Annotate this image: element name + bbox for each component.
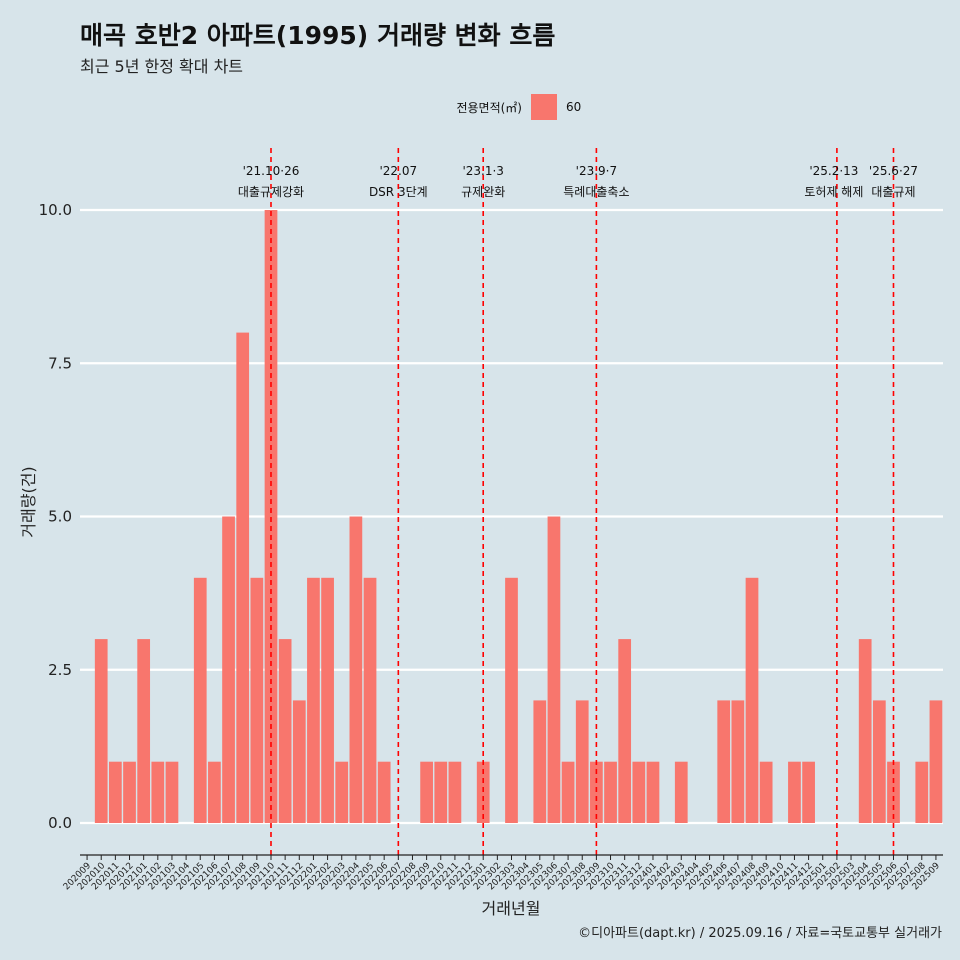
bar-202412 bbox=[802, 761, 815, 823]
bar-202406 bbox=[717, 700, 731, 823]
bar-202411 bbox=[788, 761, 801, 823]
x-axis-title: 거래년월 bbox=[482, 899, 541, 918]
bar-202509 bbox=[929, 700, 943, 823]
bar-202012 bbox=[123, 761, 136, 823]
bar-202202 bbox=[321, 577, 334, 823]
bar-202311 bbox=[618, 639, 632, 823]
y-axis: 0.0 2.5 5.0 7.5 10.0 bbox=[39, 201, 72, 832]
legend: 전용면적(㎡) 60 bbox=[456, 94, 581, 120]
bar-202101 bbox=[137, 639, 151, 823]
bar-202011 bbox=[109, 761, 122, 823]
event-label: 특례대출축소 bbox=[563, 185, 629, 199]
event-date-label: '21.10·26 bbox=[243, 164, 300, 178]
bar-202105 bbox=[193, 577, 207, 823]
bar-202403 bbox=[674, 761, 688, 823]
bar-202210 bbox=[434, 761, 448, 823]
event-date-label: '23.1·3 bbox=[462, 164, 503, 178]
bar-202203 bbox=[335, 761, 349, 823]
legend-swatch bbox=[531, 94, 557, 120]
bar-202312 bbox=[632, 761, 646, 823]
y-tick-label: 0.0 bbox=[48, 814, 72, 832]
y-tick-label: 2.5 bbox=[48, 661, 72, 679]
bar-202409 bbox=[759, 761, 773, 823]
y-tick-label: 5.0 bbox=[48, 508, 72, 526]
y-axis-title: 거래량(건) bbox=[19, 466, 38, 537]
legend-title: 전용면적(㎡) bbox=[456, 101, 522, 115]
bar-202110 bbox=[264, 210, 278, 823]
bar-202305 bbox=[533, 700, 547, 823]
event-label: 토허제 해제 bbox=[804, 185, 863, 199]
event-date-label: '25.6·27 bbox=[869, 164, 918, 178]
bar-202307 bbox=[561, 761, 575, 823]
bar-202504 bbox=[858, 639, 872, 823]
bar-202508 bbox=[915, 761, 929, 823]
bar-202407 bbox=[731, 700, 745, 823]
bar-202201 bbox=[307, 577, 320, 823]
event-date-label: '23.9·7 bbox=[576, 164, 617, 178]
bar-202401 bbox=[646, 761, 660, 823]
event-lines: '21.10·26 대출규제강화 '22.07 DSR 3단계 '23.1·3 규제완화 '… bbox=[238, 148, 918, 855]
event-label: 대출규제강화 bbox=[238, 185, 304, 199]
bar-202303 bbox=[505, 577, 518, 823]
bar-202112 bbox=[292, 700, 306, 823]
event-label: DSR 3단계 bbox=[369, 185, 428, 199]
y-tick-label: 10.0 bbox=[39, 201, 72, 219]
event-date-label: '22.07 bbox=[379, 164, 417, 178]
bars bbox=[94, 210, 943, 823]
bar-202506 bbox=[887, 761, 900, 823]
bar-202010 bbox=[94, 639, 108, 823]
bar-202103 bbox=[165, 761, 179, 823]
bar-202211 bbox=[448, 761, 462, 823]
bar-202408 bbox=[745, 577, 759, 823]
event-label: 규제완화 bbox=[461, 185, 505, 199]
bar-202309 bbox=[590, 761, 603, 823]
event-date-label: '25.2·13 bbox=[809, 164, 858, 178]
legend-entry-60: 60 bbox=[566, 100, 581, 114]
bar-202106 bbox=[208, 761, 221, 823]
bar-202205 bbox=[363, 577, 377, 823]
x-axis: 2020092020102020112020122021012021022021… bbox=[62, 854, 943, 892]
bar-202301 bbox=[476, 761, 490, 823]
bar-202109 bbox=[250, 577, 264, 823]
source-caption: ©디아파트(dapt.kr) / 2025.09.16 / 자료=국토교통부 실… bbox=[578, 926, 942, 941]
bar-202505 bbox=[872, 700, 886, 823]
y-tick-label: 7.5 bbox=[48, 354, 72, 372]
bar-202308 bbox=[575, 700, 589, 823]
bar-202107 bbox=[222, 516, 235, 823]
bar-202204 bbox=[349, 516, 363, 823]
event-label: 대출규제 bbox=[871, 185, 915, 199]
bar-202102 bbox=[151, 761, 165, 823]
bar-202306 bbox=[547, 516, 561, 823]
chart-title: 매곡 호반2 아파트(1995) 거래량 변화 흐름 bbox=[80, 21, 556, 50]
bar-202310 bbox=[604, 761, 617, 823]
bar-202111 bbox=[278, 639, 292, 823]
bar-202206 bbox=[377, 761, 391, 823]
bar-202108 bbox=[236, 332, 250, 823]
bar-202209 bbox=[420, 761, 433, 823]
chart-subtitle: 최근 5년 한정 확대 차트 bbox=[80, 57, 244, 76]
